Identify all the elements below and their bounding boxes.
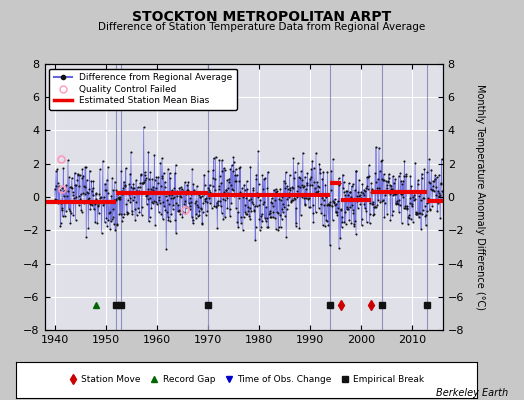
Legend: Difference from Regional Average, Quality Control Failed, Estimated Station Mean: Difference from Regional Average, Qualit… [49, 68, 237, 110]
Y-axis label: Monthly Temperature Anomaly Difference (°C): Monthly Temperature Anomaly Difference (… [475, 84, 485, 310]
Text: Difference of Station Temperature Data from Regional Average: Difference of Station Temperature Data f… [99, 22, 425, 32]
Text: STOCKTON METROPOLITAN ARPT: STOCKTON METROPOLITAN ARPT [133, 10, 391, 24]
Text: Berkeley Earth: Berkeley Earth [436, 388, 508, 398]
Legend: Station Move, Record Gap, Time of Obs. Change, Empirical Break: Station Move, Record Gap, Time of Obs. C… [65, 372, 428, 388]
